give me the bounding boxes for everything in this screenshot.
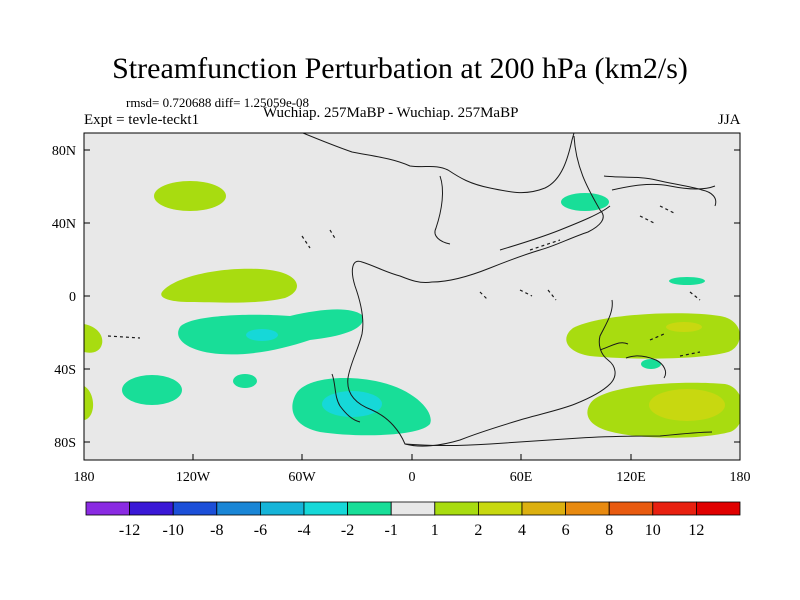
colorbar-swatch [696, 501, 741, 516]
colorbar: -12 -10 -8 -6 -4 -2 -1 1 2 4 6 8 10 12 [85, 501, 741, 539]
colorbar-label: -12 [119, 522, 140, 539]
lon-tick-label: 180 [730, 470, 751, 485]
colorbar-swatch [477, 501, 523, 516]
colorbar-label: -8 [210, 522, 223, 539]
colorbar-label: 4 [518, 522, 526, 539]
lon-tick-label: 60W [288, 470, 316, 485]
colorbar-swatch [521, 501, 566, 516]
positive-anomaly [649, 389, 725, 421]
island-fragments [107, 205, 701, 357]
negative-anomaly [641, 359, 661, 369]
colorbar-swatch [390, 501, 436, 516]
colorbar-swatch [216, 501, 261, 516]
lon-tick-label: 60E [510, 470, 533, 485]
map-title: Streamfunction Perturbation at 200 hPa (… [112, 52, 688, 85]
colorbar-swatch [434, 501, 479, 516]
negative-anomaly [669, 277, 705, 285]
colorbar-swatch [608, 501, 654, 516]
lat-tick-label: 80N [52, 144, 76, 159]
lon-tick-label: 120E [616, 470, 646, 485]
colorbar-swatch [129, 501, 174, 516]
stats-label: rmsd= 0.720688 diff= 1.25059e-08 [126, 95, 310, 110]
lon-tick-label: 0 [409, 470, 416, 485]
colorbar-swatch [565, 501, 610, 516]
lon-tick-label: 120W [176, 470, 211, 485]
positive-anomaly [666, 322, 702, 332]
season-label: JJA [718, 112, 741, 128]
comparison-label: Wuchiap. 257MaBP - Wuchiap. 257MaBP [263, 105, 519, 121]
colorbar-swatch [347, 501, 392, 516]
negative-anomaly [233, 374, 257, 388]
colorbar-label: 12 [688, 522, 704, 539]
negative-anomaly [561, 193, 609, 211]
lat-tick-label: 40N [52, 217, 76, 232]
colorbar-label: 10 [645, 522, 661, 539]
lon-tick-label: 180 [74, 470, 95, 485]
colorbar-label: 2 [474, 522, 482, 539]
positive-anomaly [154, 181, 226, 211]
colorbar-label: -6 [254, 522, 267, 539]
positive-anomaly [84, 386, 94, 420]
lat-tick-label: 0 [69, 290, 76, 305]
lat-tick-label: 40S [54, 363, 76, 378]
negative-anomaly [322, 391, 382, 417]
colorbar-label: 6 [562, 522, 570, 539]
colorbar-label: 1 [431, 522, 439, 539]
colorbar-label: -2 [341, 522, 354, 539]
colorbar-label: -1 [385, 522, 398, 539]
colorbar-swatch [303, 501, 348, 516]
coastline [302, 133, 717, 447]
colorbar-swatch [652, 501, 697, 516]
colorbar-label: -10 [163, 522, 184, 539]
contour-fills [84, 181, 740, 438]
lat-tick-label: 80S [54, 436, 76, 451]
positive-anomaly [161, 268, 297, 303]
colorbar-swatch [172, 501, 218, 516]
tick-marks [83, 149, 741, 460]
colorbar-swatch [85, 501, 130, 516]
colorbar-label: 8 [605, 522, 613, 539]
colorbar-swatch [259, 501, 305, 516]
positive-anomaly [84, 324, 103, 353]
negative-anomaly [122, 375, 182, 405]
experiment-label: Expt = tevle-teckt1 [84, 112, 200, 128]
negative-anomaly [246, 329, 278, 341]
colorbar-label: -4 [297, 522, 310, 539]
